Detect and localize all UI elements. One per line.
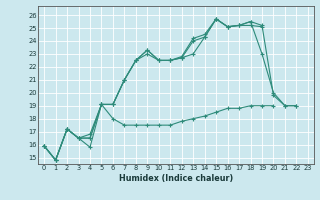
X-axis label: Humidex (Indice chaleur): Humidex (Indice chaleur) [119, 174, 233, 183]
